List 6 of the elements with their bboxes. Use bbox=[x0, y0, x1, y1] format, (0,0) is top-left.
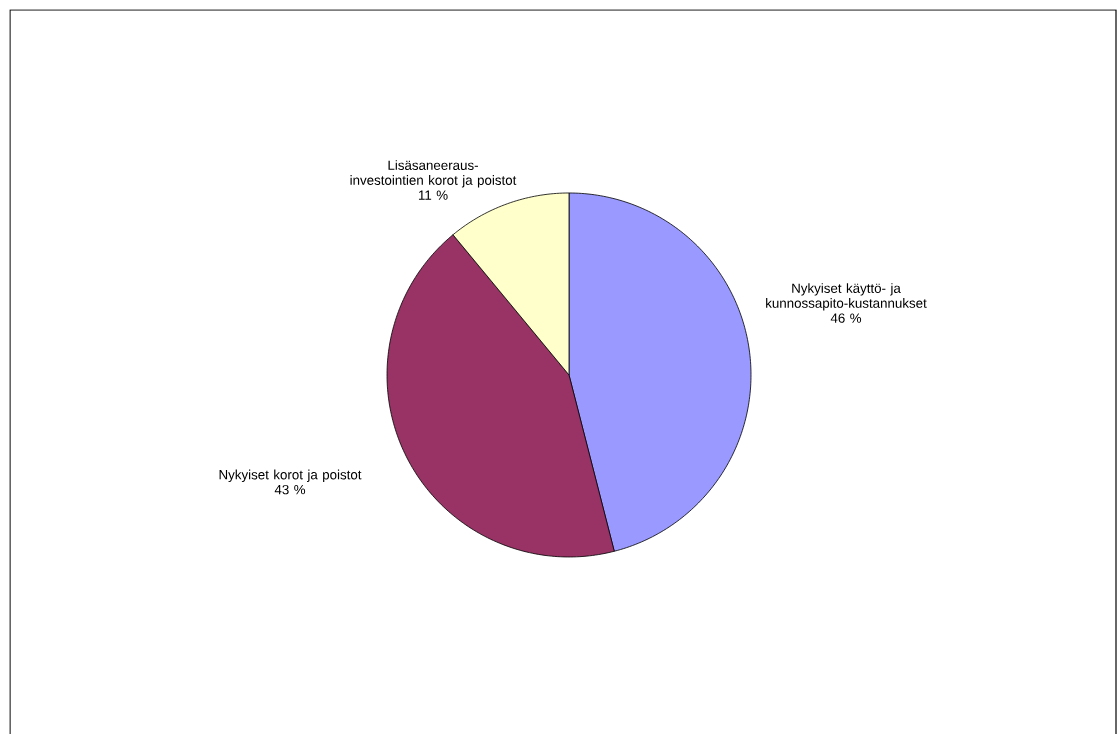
slice-label: Lisäsaneeraus-investointien korot ja poistot bbox=[350, 160, 517, 188]
data-label: 11 % bbox=[418, 190, 448, 200]
slice-label: Nykyiset korot ja poistot bbox=[219, 469, 362, 483]
data-label: 43 % bbox=[274, 484, 306, 495]
slice-label: Nykyiset käyttö- ja kunnossapito-kustannukset bbox=[766, 283, 927, 311]
data-label: 46 % bbox=[830, 313, 862, 323]
